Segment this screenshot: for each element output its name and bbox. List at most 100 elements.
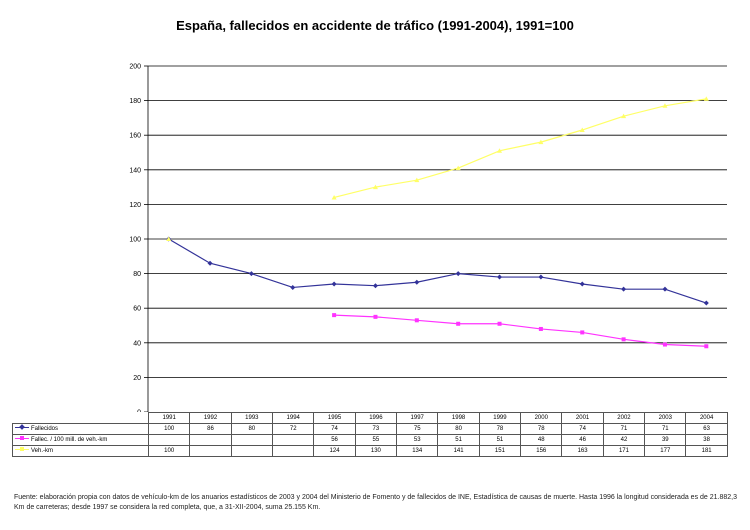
- data-label: 48: [520, 434, 563, 446]
- data-label: 151: [478, 445, 522, 457]
- table-corner: [12, 412, 149, 424]
- x-category-label: 1995: [313, 412, 356, 424]
- data-point: [331, 281, 337, 287]
- data-label: [147, 434, 191, 446]
- data-label: 71: [644, 423, 687, 435]
- y-tick-label: 140: [129, 167, 141, 174]
- data-label: [272, 434, 315, 446]
- data-point: [538, 274, 544, 280]
- data-label: 171: [602, 445, 646, 457]
- data-label: 73: [354, 423, 398, 435]
- x-category-label: 1998: [437, 412, 480, 424]
- data-point: [580, 330, 585, 335]
- data-point: [497, 148, 503, 153]
- y-tick-label: 0: [137, 410, 141, 413]
- data-point: [455, 271, 461, 277]
- series-line: [168, 238, 707, 304]
- data-point: [662, 342, 667, 347]
- data-point: [621, 113, 627, 119]
- data-label: 75: [396, 423, 439, 435]
- data-label: 55: [354, 434, 398, 446]
- legend-swatch-icon: [15, 436, 29, 442]
- data-label: [272, 445, 315, 457]
- data-label: 181: [685, 445, 728, 457]
- data-point: [497, 274, 503, 280]
- y-tick-label: 20: [133, 375, 141, 382]
- series-lines: [168, 98, 707, 347]
- y-tick-label: 120: [129, 202, 141, 209]
- legend-label: Fallec. / 100 mill. de veh.-km: [31, 437, 108, 443]
- data-point: [414, 279, 420, 285]
- data-point: [538, 326, 543, 331]
- data-label: 63: [685, 423, 728, 435]
- table-row: Fallec. / 100 mill. de veh.-km 56 55 53 51 51…: [12, 434, 728, 446]
- legend-entry: Fallec. / 100 mill. de veh.-km: [12, 434, 149, 446]
- data-label: 80: [437, 423, 480, 435]
- data-label: 177: [644, 445, 687, 457]
- data-point: [579, 127, 585, 133]
- line-chart: 0 20 40 60 80 100 120 140 160 180 200: [129, 64, 727, 413]
- data-label: 72: [272, 423, 315, 435]
- data-label: 100: [147, 445, 191, 457]
- data-label: [189, 434, 232, 446]
- data-point: [290, 284, 296, 290]
- x-category-label: 2000: [520, 412, 563, 424]
- data-label: 39: [644, 434, 687, 446]
- data-label: 134: [396, 445, 439, 457]
- data-point: [372, 283, 378, 289]
- x-category-label: 2004: [685, 412, 728, 424]
- data-label: 46: [561, 434, 604, 446]
- data-point: [372, 184, 378, 190]
- data-label: 71: [602, 423, 646, 435]
- data-label: 38: [685, 434, 728, 446]
- x-category-label: 1992: [189, 412, 232, 424]
- data-point: [414, 177, 420, 183]
- data-point: [538, 139, 544, 145]
- data-point: [248, 271, 254, 277]
- data-label: 56: [313, 434, 356, 446]
- legend-label: Fallecidos: [31, 426, 59, 432]
- data-point: [497, 321, 502, 326]
- data-point: [207, 260, 213, 266]
- data-label: 80: [230, 423, 274, 435]
- data-label: 53: [396, 434, 439, 446]
- series-markers: [166, 96, 709, 349]
- legend-swatch-icon: [15, 424, 29, 431]
- data-point: [703, 96, 709, 101]
- data-point: [621, 286, 627, 292]
- data-label: 130: [354, 445, 398, 457]
- data-table: 1991 1992 1993 1994 1995 1996 1997 1998 1999 2000…: [12, 412, 728, 457]
- legend-marker: [19, 424, 25, 431]
- data-point: [621, 337, 626, 342]
- data-label: 74: [313, 423, 356, 435]
- table-row: Fallecidos 100 86 80 72 74 73 75 80 78 78 74 71 71 63: [12, 423, 728, 435]
- y-tick-label: 160: [129, 133, 141, 140]
- y-tick-label: 60: [133, 306, 141, 313]
- data-point: [373, 314, 378, 319]
- data-point: [456, 321, 461, 326]
- data-point: [331, 194, 337, 200]
- legend-label: Veh.-km: [31, 448, 54, 454]
- series-line: [333, 98, 707, 199]
- data-label: [230, 434, 274, 446]
- data-label: 78: [520, 423, 563, 435]
- data-label: 100: [147, 423, 191, 435]
- data-label: 74: [561, 423, 604, 435]
- series-line: [334, 314, 707, 347]
- data-label: 42: [602, 434, 646, 446]
- data-point: [166, 236, 172, 241]
- data-label: 156: [520, 445, 563, 457]
- x-category-label: 1993: [230, 412, 274, 424]
- legend-marker: [20, 436, 24, 441]
- data-point: [704, 344, 709, 349]
- y-tick-label: 40: [133, 340, 141, 347]
- data-label: 124: [313, 445, 356, 457]
- footnote: Fuente: elaboración propia con datos de …: [14, 494, 737, 511]
- y-tick-labels: 0 20 40 60 80 100 120 140 160 180 200: [129, 64, 141, 413]
- data-point: [332, 313, 337, 318]
- gridlines: [148, 65, 727, 378]
- x-category-label: 1994: [272, 412, 315, 424]
- legend-marker: [20, 447, 24, 452]
- data-point: [662, 286, 668, 292]
- data-label: 78: [478, 423, 522, 435]
